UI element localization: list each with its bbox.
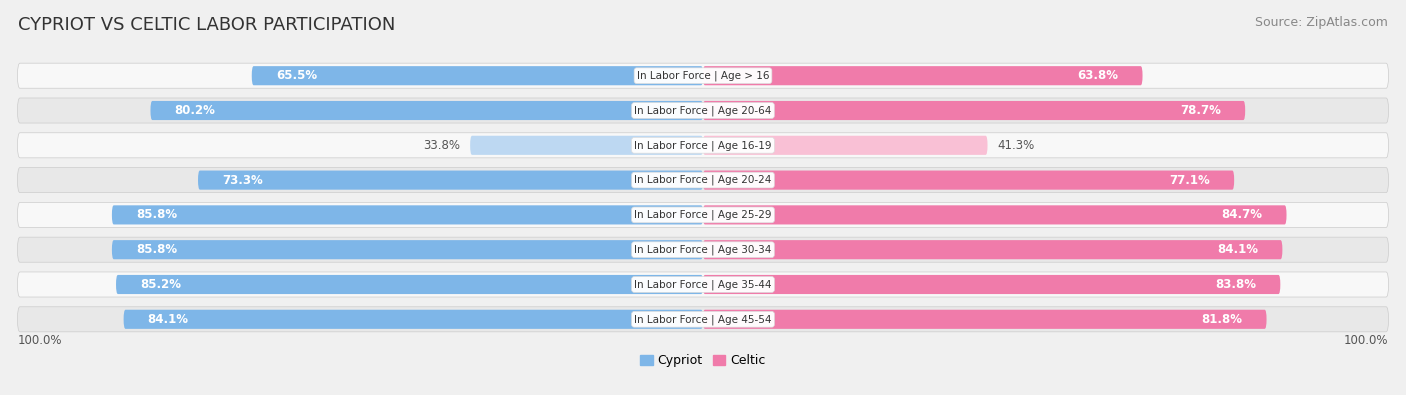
Text: In Labor Force | Age 20-64: In Labor Force | Age 20-64 xyxy=(634,105,772,116)
Text: In Labor Force | Age > 16: In Labor Force | Age > 16 xyxy=(637,70,769,81)
FancyBboxPatch shape xyxy=(17,307,1389,332)
Text: 100.0%: 100.0% xyxy=(17,334,62,347)
FancyBboxPatch shape xyxy=(150,101,703,120)
FancyBboxPatch shape xyxy=(17,202,1389,228)
Text: 85.8%: 85.8% xyxy=(136,209,177,222)
Text: 84.1%: 84.1% xyxy=(148,313,188,326)
Text: 85.2%: 85.2% xyxy=(141,278,181,291)
Text: 73.3%: 73.3% xyxy=(222,173,263,186)
Text: 41.3%: 41.3% xyxy=(998,139,1035,152)
FancyBboxPatch shape xyxy=(198,171,703,190)
FancyBboxPatch shape xyxy=(703,205,1286,224)
Text: In Labor Force | Age 45-54: In Labor Force | Age 45-54 xyxy=(634,314,772,325)
FancyBboxPatch shape xyxy=(470,136,703,155)
Text: CYPRIOT VS CELTIC LABOR PARTICIPATION: CYPRIOT VS CELTIC LABOR PARTICIPATION xyxy=(18,16,395,34)
Text: 65.5%: 65.5% xyxy=(276,69,316,82)
FancyBboxPatch shape xyxy=(117,275,703,294)
Legend: Cypriot, Celtic: Cypriot, Celtic xyxy=(636,350,770,372)
Text: In Labor Force | Age 35-44: In Labor Force | Age 35-44 xyxy=(634,279,772,290)
Text: 63.8%: 63.8% xyxy=(1077,69,1118,82)
Text: In Labor Force | Age 25-29: In Labor Force | Age 25-29 xyxy=(634,210,772,220)
Text: 83.8%: 83.8% xyxy=(1215,278,1256,291)
Text: In Labor Force | Age 16-19: In Labor Force | Age 16-19 xyxy=(634,140,772,150)
FancyBboxPatch shape xyxy=(17,272,1389,297)
FancyBboxPatch shape xyxy=(703,66,1143,85)
FancyBboxPatch shape xyxy=(703,101,1246,120)
Text: 84.7%: 84.7% xyxy=(1222,209,1263,222)
FancyBboxPatch shape xyxy=(17,98,1389,123)
FancyBboxPatch shape xyxy=(703,240,1282,259)
FancyBboxPatch shape xyxy=(703,275,1281,294)
Text: In Labor Force | Age 20-24: In Labor Force | Age 20-24 xyxy=(634,175,772,185)
Text: 77.1%: 77.1% xyxy=(1170,173,1211,186)
FancyBboxPatch shape xyxy=(17,237,1389,262)
FancyBboxPatch shape xyxy=(17,133,1389,158)
Text: 81.8%: 81.8% xyxy=(1202,313,1243,326)
FancyBboxPatch shape xyxy=(252,66,703,85)
Text: 85.8%: 85.8% xyxy=(136,243,177,256)
Text: 33.8%: 33.8% xyxy=(423,139,460,152)
FancyBboxPatch shape xyxy=(703,310,1267,329)
FancyBboxPatch shape xyxy=(112,240,703,259)
Text: 100.0%: 100.0% xyxy=(1344,334,1389,347)
FancyBboxPatch shape xyxy=(17,167,1389,193)
FancyBboxPatch shape xyxy=(112,205,703,224)
Text: Source: ZipAtlas.com: Source: ZipAtlas.com xyxy=(1254,16,1388,29)
Text: 84.1%: 84.1% xyxy=(1218,243,1258,256)
FancyBboxPatch shape xyxy=(17,63,1389,88)
Text: 78.7%: 78.7% xyxy=(1180,104,1220,117)
Text: 80.2%: 80.2% xyxy=(174,104,215,117)
FancyBboxPatch shape xyxy=(703,136,987,155)
Text: In Labor Force | Age 30-34: In Labor Force | Age 30-34 xyxy=(634,245,772,255)
FancyBboxPatch shape xyxy=(124,310,703,329)
FancyBboxPatch shape xyxy=(703,171,1234,190)
